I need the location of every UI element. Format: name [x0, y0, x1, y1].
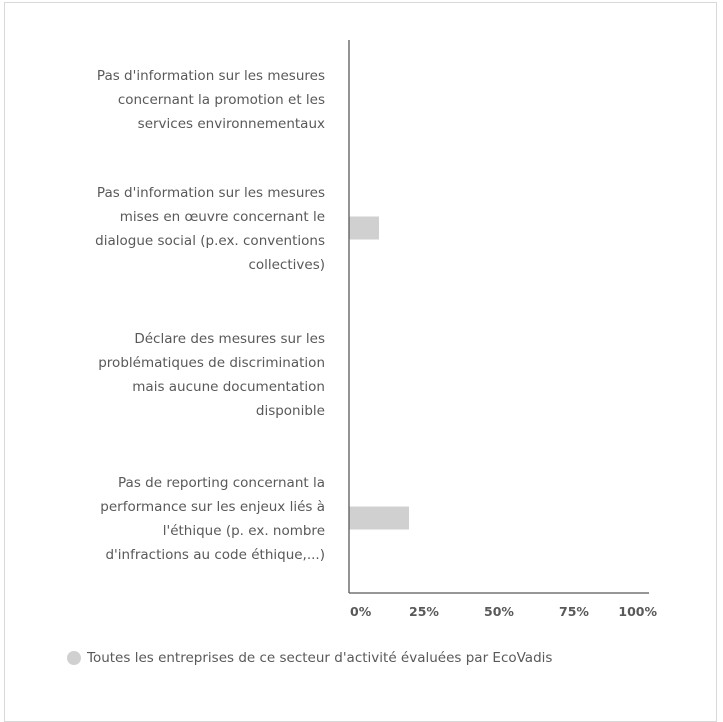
x-tick-label: 50% [484, 604, 514, 619]
legend-marker-icon [67, 651, 81, 665]
x-tick-label: 75% [559, 604, 589, 619]
category-label-line: d'infractions au code éthique,...) [105, 547, 325, 563]
chart-frame [4, 2, 717, 722]
category-label-line: problématiques de discrimination [98, 355, 325, 371]
category-label-line: mais aucune documentation [132, 379, 325, 395]
category-label-line: concernant la promotion et les [118, 92, 325, 108]
category-label-line: services environnementaux [138, 116, 325, 132]
x-tick-labels: 0% 25% 50% 75% 100% [350, 604, 657, 619]
category-label-line: dialogue social (p.ex. conventions [95, 233, 325, 249]
bars [349, 216, 409, 530]
bar [349, 216, 379, 240]
category-label: Pas d'information sur les mesures mises e… [95, 185, 325, 273]
chart-svg: Pas d'information sur les mesures concern… [95, 40, 657, 619]
category-label: Pas de reporting concernant la performanc… [100, 475, 325, 563]
category-label-line: Déclare des mesures sur les [134, 331, 325, 347]
bar [349, 506, 409, 530]
legend-label: Toutes les entreprises de ce secteur d'a… [87, 650, 553, 666]
category-labels: Pas d'information sur les mesures concern… [95, 68, 325, 563]
x-tick-label: 25% [409, 604, 439, 619]
category-label-line: Pas de reporting concernant la [118, 475, 325, 491]
category-label: Pas d'information sur les mesures concern… [97, 68, 325, 132]
x-tick-label: 100% [618, 604, 657, 619]
category-label-line: collectives) [248, 257, 325, 273]
category-label-line: performance sur les enjeux liés à [100, 499, 325, 515]
category-label-line: Pas d'information sur les mesures [97, 68, 325, 84]
category-label-line: disponible [256, 403, 325, 419]
axes [348, 40, 649, 594]
category-label-line: mises en œuvre concernant le [120, 209, 325, 225]
category-label-line: Pas d'information sur les mesures [97, 185, 325, 201]
category-label: Déclare des mesures sur les problématique… [98, 331, 325, 419]
x-tick-label: 0% [350, 604, 372, 619]
legend: Toutes les entreprises de ce secteur d'a… [67, 648, 552, 668]
category-label-line: l'éthique (p. ex. nombre [163, 523, 325, 539]
